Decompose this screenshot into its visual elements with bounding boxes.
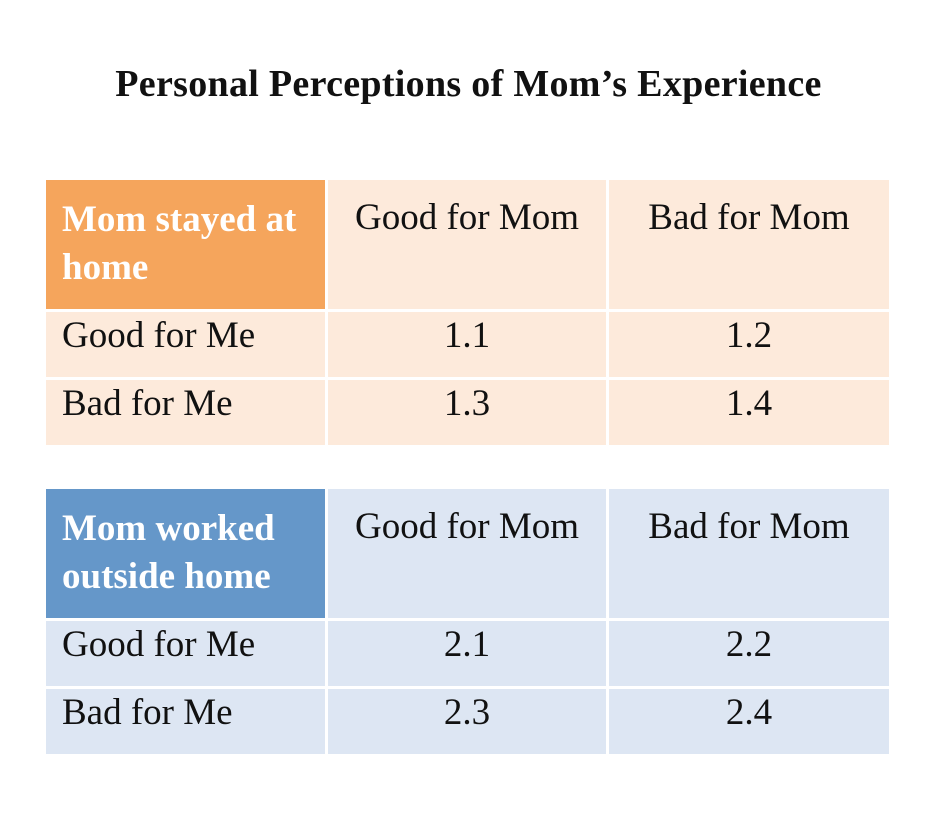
mom-stayed-home-table: Mom stayed at home Good for Mom Bad for … (43, 177, 892, 448)
table-corner-label: Mom stayed at home (46, 180, 325, 309)
cell-value: 1.3 (328, 380, 606, 445)
cell-value: 1.4 (609, 380, 889, 445)
table-header-row: Mom stayed at home Good for Mom Bad for … (46, 180, 889, 309)
cell-value: 2.2 (609, 621, 889, 686)
column-header-good-for-mom: Good for Mom (328, 180, 606, 309)
table-row: Bad for Me 1.3 1.4 (46, 380, 889, 445)
column-header-bad-for-mom: Bad for Mom (609, 180, 889, 309)
page-title: Personal Perceptions of Mom’s Experience (115, 63, 822, 105)
table-row: Good for Me 1.1 1.2 (46, 312, 889, 377)
cell-value: 2.4 (609, 689, 889, 754)
cell-value: 2.1 (328, 621, 606, 686)
row-label-bad-for-me: Bad for Me (46, 689, 325, 754)
cell-value: 1.1 (328, 312, 606, 377)
row-label-good-for-me: Good for Me (46, 312, 325, 377)
column-header-good-for-mom: Good for Mom (328, 489, 606, 618)
cell-value: 1.2 (609, 312, 889, 377)
column-header-bad-for-mom: Bad for Mom (609, 489, 889, 618)
cell-value: 2.3 (328, 689, 606, 754)
table-corner-label: Mom worked outside home (46, 489, 325, 618)
table-row: Bad for Me 2.3 2.4 (46, 689, 889, 754)
row-label-good-for-me: Good for Me (46, 621, 325, 686)
mom-worked-outside-table: Mom worked outside home Good for Mom Bad… (43, 486, 892, 757)
row-label-bad-for-me: Bad for Me (46, 380, 325, 445)
table-row: Good for Me 2.1 2.2 (46, 621, 889, 686)
table-header-row: Mom worked outside home Good for Mom Bad… (46, 489, 889, 618)
